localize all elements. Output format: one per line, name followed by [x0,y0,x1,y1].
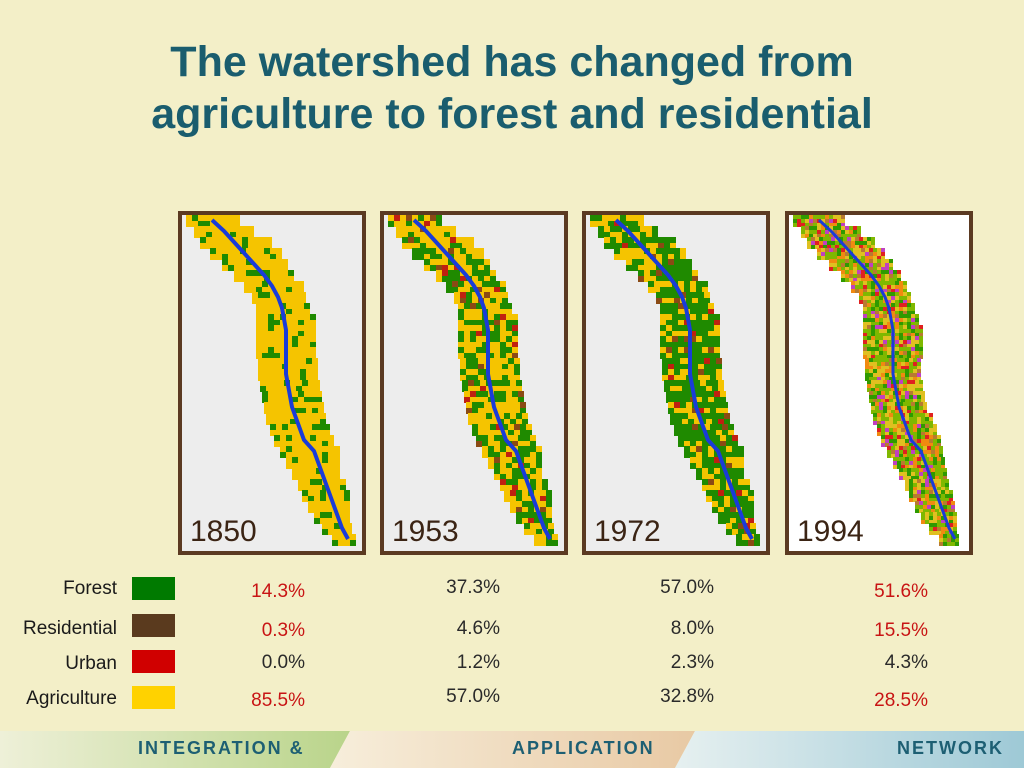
year-label-1994: 1994 [797,515,864,548]
value-agriculture-1994: 28.5% [874,690,928,711]
value-forest-1850: 14.3% [251,581,305,602]
river-line [817,218,957,540]
title-line-2: agriculture to forest and residential [151,90,873,138]
footer-text-application: APPLICATION [512,738,655,758]
title-line-1: The watershed has changed from [170,38,854,86]
legend-swatch-urban [132,650,175,673]
legend-label-forest: Forest [63,578,117,599]
legend-swatch-agriculture [132,686,175,709]
value-residential-1850: 0.3% [261,620,305,641]
year-label-1972: 1972 [594,515,661,548]
value-urban-1994: 4.3% [884,652,928,673]
map-panel-1972: 1972 [582,211,770,555]
year-label-1850: 1850 [190,515,257,548]
river-line [412,218,552,540]
year-label-1953: 1953 [392,515,459,548]
map-panel-1850: 1850 [178,211,366,555]
value-urban-1850: 0.0% [261,652,305,673]
value-residential-1953: 4.6% [456,618,500,639]
value-forest-1953: 37.3% [446,577,500,598]
value-urban-1972: 2.3% [670,652,714,673]
watershed-map-1850 [186,215,356,546]
value-agriculture-1850: 85.5% [251,690,305,711]
footer-text-network: NETWORK [897,738,1004,758]
legend-swatch-forest [132,577,175,600]
map-panel-1953: 1953 [380,211,568,555]
map-panel-1994: 1994 [785,211,973,555]
value-forest-1994: 51.6% [874,581,928,602]
value-forest-1972: 57.0% [660,577,714,598]
watershed-map-1953 [388,215,558,546]
legend-label-urban: Urban [65,653,117,674]
value-residential-1994: 15.5% [874,620,928,641]
value-agriculture-1972: 32.8% [660,686,714,707]
legend-swatch-residential [132,614,175,637]
value-residential-1972: 8.0% [670,618,714,639]
footer-banner [0,731,1024,768]
river-line [210,218,350,540]
legend-label-residential: Residential [23,618,117,639]
value-urban-1953: 1.2% [456,652,500,673]
value-agriculture-1953: 57.0% [446,686,500,707]
slide-title: The watershed has changed from agricultu… [0,36,1024,140]
watershed-map-1994 [793,215,959,546]
river-line [614,218,754,540]
legend-label-agriculture: Agriculture [26,688,117,709]
footer-text-integration: INTEGRATION & [138,738,305,758]
watershed-map-1972 [590,215,760,546]
